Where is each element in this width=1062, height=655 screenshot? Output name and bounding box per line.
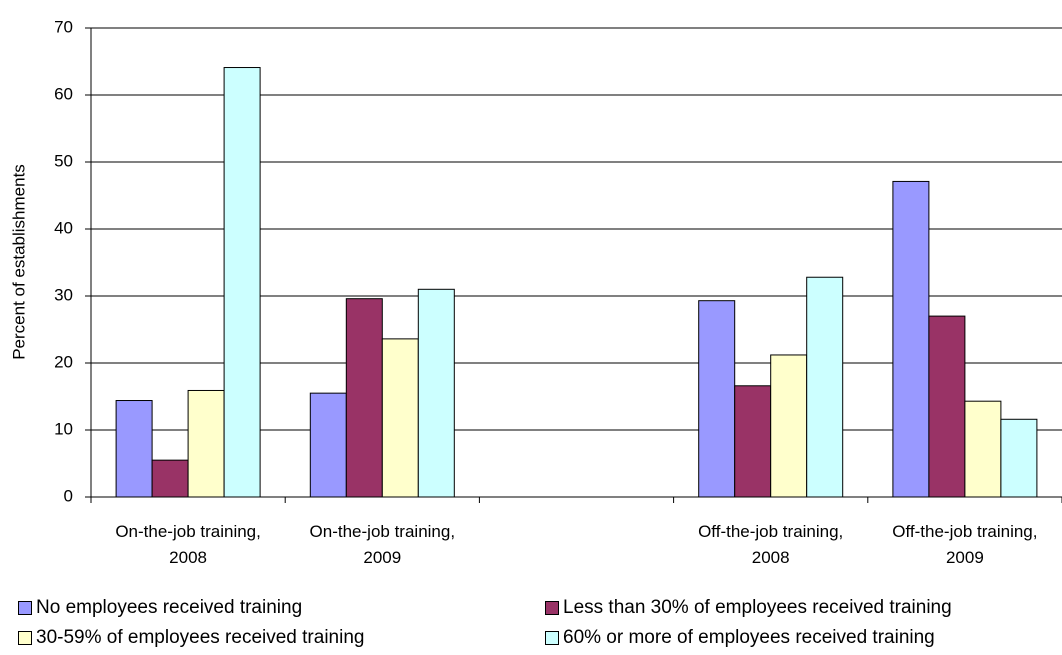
y-tick-label: 10 [54, 419, 73, 438]
bar [187, 389, 225, 498]
legend-item: 60% or more of employees received traini… [545, 627, 935, 649]
bar [115, 400, 153, 498]
legend-swatch [545, 601, 559, 615]
legend-label: Less than 30% of employees received trai… [563, 597, 952, 618]
bar [698, 300, 736, 498]
bar [345, 298, 383, 498]
legend-item: Less than 30% of employees received trai… [545, 597, 952, 619]
y-tick-label: 50 [54, 151, 73, 170]
legend-swatch [545, 631, 559, 645]
y-tick-label: 40 [54, 218, 73, 237]
bar [734, 385, 772, 498]
x-tick-label: Off-the-job training, 2008 [698, 522, 844, 567]
bar [381, 338, 419, 498]
bar [770, 354, 808, 498]
bar [806, 276, 844, 498]
y-tick-label: 30 [54, 285, 73, 304]
legend-label: 60% or more of employees received traini… [563, 627, 935, 648]
legend-item: No employees received training [18, 597, 302, 619]
y-tick-label: 0 [64, 486, 73, 505]
y-tick-label: 70 [54, 17, 73, 36]
legend-swatch [18, 631, 32, 645]
legend-label: 30-59% of employees received training [36, 627, 365, 648]
bar [151, 459, 189, 498]
legend-item: 30-59% of employees received training [18, 627, 364, 649]
bar [964, 400, 1002, 498]
y-tick-label: 20 [54, 352, 73, 371]
bar [1000, 418, 1038, 498]
bar [309, 392, 347, 498]
y-tick-label: 60 [54, 84, 73, 103]
x-tick-label: Off-the-job training, 2009 [892, 522, 1038, 567]
y-axis-label: Percent of establishments [9, 164, 28, 360]
legend-label: No employees received training [36, 597, 303, 618]
bar [417, 288, 455, 498]
x-tick-label: On-the-job training, 2008 [115, 522, 261, 567]
bar [928, 315, 966, 498]
x-tick-label: On-the-job training, 2009 [309, 522, 456, 567]
legend-swatch [18, 601, 32, 615]
bar [892, 180, 930, 498]
bar [223, 67, 261, 498]
